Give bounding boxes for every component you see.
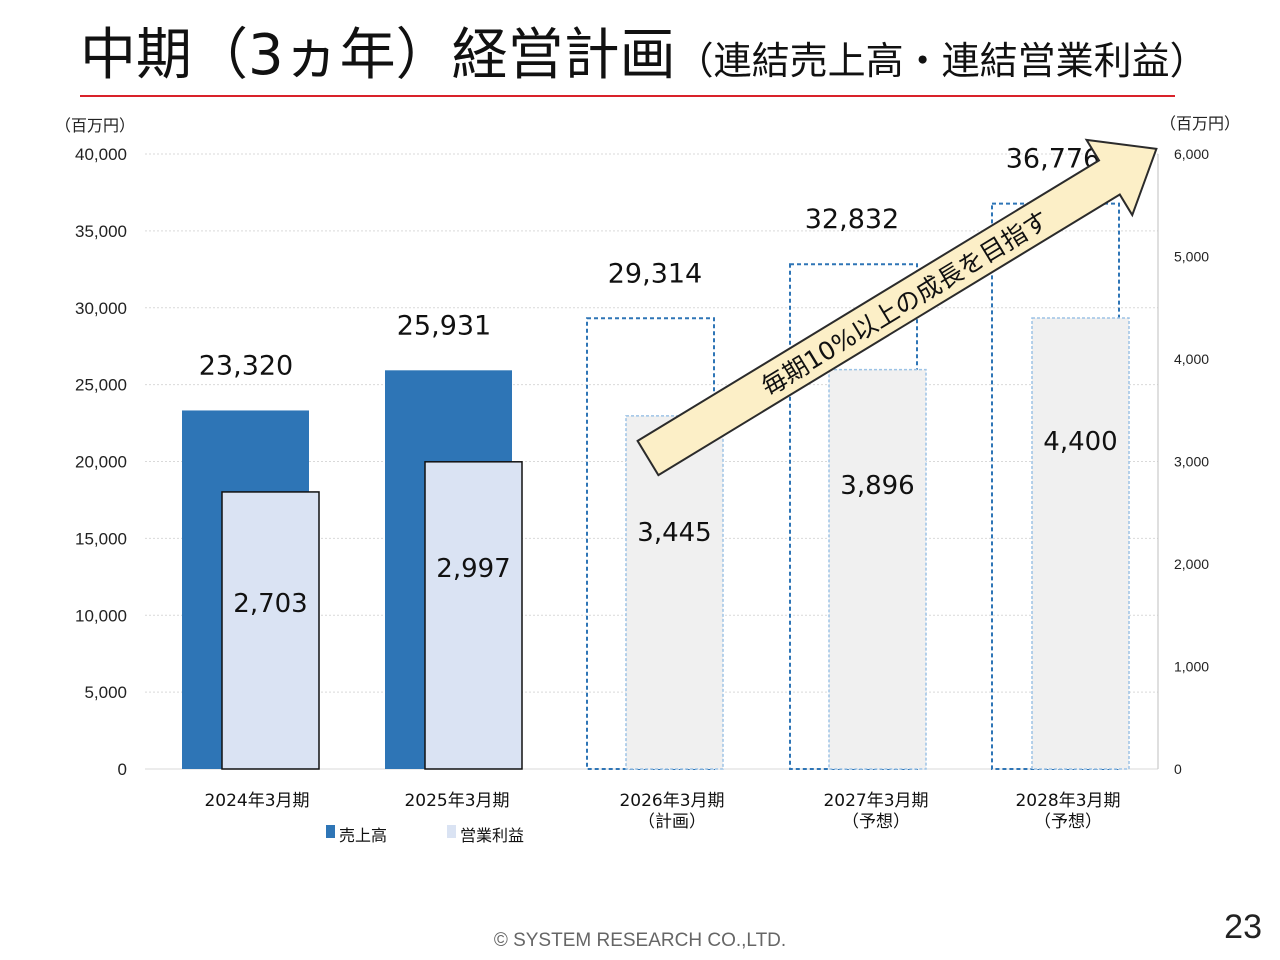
- growth-arrow-shape: [636, 138, 1158, 477]
- profit-data-label: 2,997: [436, 554, 510, 584]
- profit-data-label: 2,703: [233, 589, 307, 619]
- legend-label-sales: 売上高: [339, 826, 388, 845]
- category-label: （予想）: [842, 812, 910, 832]
- right-axis-tick-label: 1,000: [1174, 659, 1209, 675]
- title-underline: [80, 95, 1175, 97]
- left-axis-tick-label: 40,000: [75, 145, 127, 164]
- left-axis-unit: （百万円）: [55, 116, 136, 135]
- left-axis-tick-label: 0: [118, 760, 127, 779]
- left-axis-tick-label: 5,000: [84, 683, 127, 702]
- legend-swatch-sales: [326, 825, 335, 838]
- copyright-footer: © SYSTEM RESEARCH CO.,LTD.: [493, 930, 787, 951]
- left-axis-tick-label: 25,000: [75, 376, 127, 395]
- left-axis-tick-label: 15,000: [75, 529, 127, 548]
- left-axis-tick-label: 35,000: [75, 222, 127, 241]
- category-label: 2024年3月期: [204, 791, 309, 811]
- slide-title-main: 中期（3ヵ年）経営計画: [80, 23, 676, 88]
- profit-data-label: 4,400: [1043, 427, 1117, 457]
- profit-bar: [221, 491, 320, 770]
- right-axis-tick-label: 6,000: [1174, 146, 1209, 162]
- page-number: 23: [1224, 908, 1262, 946]
- legend-swatch-profit: [447, 825, 456, 838]
- sales-data-label: 25,931: [397, 310, 491, 341]
- category-label: 2028年3月期: [1015, 791, 1120, 811]
- profit-bar: [625, 415, 724, 770]
- slide-title-sub: （連結売上高・連結営業利益）: [675, 39, 1208, 83]
- sales-data-label: 23,320: [199, 350, 293, 381]
- category-label: （予想）: [1034, 812, 1102, 832]
- right-axis-tick-label: 0: [1174, 761, 1182, 777]
- sales-data-label: 29,314: [608, 258, 702, 289]
- category-label: 2025年3月期: [404, 791, 509, 811]
- profit-bar: [424, 461, 523, 770]
- left-axis-tick-label: 10,000: [75, 606, 127, 625]
- right-axis-tick-label: 3,000: [1174, 454, 1209, 470]
- profit-bar: [828, 368, 927, 770]
- sales-data-label: 32,832: [805, 204, 899, 235]
- category-label: 2027年3月期: [823, 791, 928, 811]
- left-axis-tick-label: 30,000: [75, 299, 127, 318]
- legend-label-profit: 営業利益: [460, 826, 525, 845]
- right-axis-tick-label: 5,000: [1174, 249, 1209, 265]
- profit-bar: [1031, 317, 1130, 770]
- category-label: 2026年3月期: [619, 791, 724, 811]
- left-axis-tick-label: 20,000: [75, 453, 127, 472]
- right-axis-unit: （百万円）: [1160, 114, 1241, 133]
- profit-data-label: 3,896: [840, 471, 914, 501]
- right-axis-tick-label: 4,000: [1174, 351, 1209, 367]
- right-axis-tick-label: 2,000: [1174, 556, 1209, 572]
- category-label: （計画）: [638, 812, 706, 832]
- slide-title: 中期（3ヵ年）経営計画（連結売上高・連結営業利益）: [80, 28, 1208, 84]
- profit-data-label: 3,445: [637, 518, 711, 548]
